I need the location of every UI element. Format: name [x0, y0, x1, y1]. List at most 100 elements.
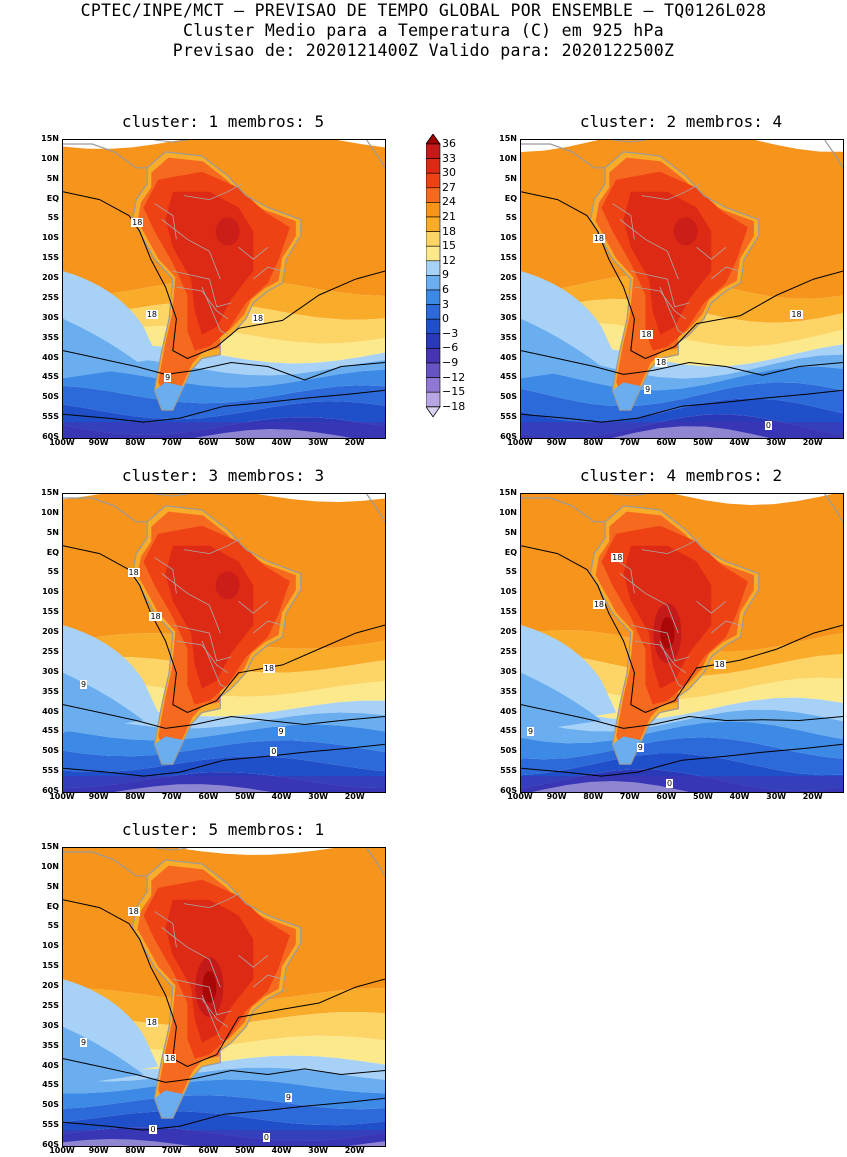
lat-tick-label: EQ [46, 547, 59, 557]
contour-label: 9 [644, 385, 652, 395]
lon-tick-label: 30W [766, 438, 787, 447]
lon-tick-label: 40W [729, 438, 750, 447]
lon-tick-label: 90W [546, 792, 567, 801]
lat-tick-label: 10N [41, 861, 59, 871]
colorbar-segment [425, 391, 441, 408]
colorbar-segment [425, 275, 441, 291]
temperature-map-panel-3: 18 18 18 9 9 0 [62, 493, 386, 793]
lat-tick-label: 15N [499, 134, 517, 143]
lon-tick-label: 30W [308, 438, 329, 447]
lon-tick-label: 80W [125, 438, 146, 447]
contour-label: 9 [277, 727, 285, 737]
temperature-map-panel-5: 18 18 18 9 9 0 0 [62, 847, 386, 1147]
lon-tick-label: 80W [125, 1146, 146, 1155]
lat-tick-label: 50S [500, 392, 517, 402]
lat-tick-label: 25S [42, 1000, 59, 1010]
lon-tick-label: 60W [198, 792, 219, 801]
colorbar-tick-label: 6 [442, 283, 449, 296]
lon-tick-label: 30W [308, 1146, 329, 1155]
colorbar-tick-label: 27 [442, 180, 456, 194]
contour-label: 0 [262, 1133, 270, 1143]
lat-tick-label: 5N [46, 173, 59, 183]
colorbar-tick-label: 12 [442, 253, 456, 267]
lat-tick-label: 5S [47, 921, 59, 931]
lon-tick-label: 90W [546, 438, 567, 447]
contour-label: 18 [592, 234, 606, 244]
lat-tick-label: 30S [500, 666, 517, 676]
lon-tick-label: 40W [271, 1146, 292, 1155]
contour-label: 18 [149, 612, 162, 622]
colorbar-segment [425, 231, 441, 247]
colorbar-segment [425, 318, 441, 335]
lat-tick-label: 5S [47, 213, 59, 223]
colorbar-tick-label: 24 [442, 195, 456, 209]
lat-tick-label: 15S [42, 253, 59, 263]
temperature-map-panel-1: 18 18 18 9 [62, 139, 386, 439]
contour-label: 18 [164, 1053, 177, 1063]
lon-tick-label: 20W [802, 438, 823, 447]
panel-title-1: cluster: 1 membros: 5 [121, 112, 325, 131]
lon-tick-label: 90W [88, 792, 109, 801]
lon-tick-label: 50W [234, 1146, 255, 1155]
lat-tick-label: 30S [500, 312, 517, 322]
lat-tick-label: 35S [500, 686, 517, 696]
temperature-colorbar: 36 33 30 27 24 21 18 15 12 9 6 3 0 −3 −6 −9 −12 −15 −18 [425, 133, 476, 423]
lon-tick-label: 90W [88, 438, 109, 447]
lat-tick-label: 20S [500, 627, 517, 637]
contour-label: 18 [127, 906, 140, 916]
lat-tick-label: 60S [500, 432, 517, 441]
lat-tick-label: 5N [504, 527, 517, 537]
contour-label: 9 [284, 1093, 292, 1103]
contour-label: 0 [270, 747, 278, 757]
lat-tick-label: 30S [42, 1020, 59, 1030]
colorbar-tick-label: 3 [442, 297, 449, 311]
lat-tick-label: 20S [500, 273, 517, 283]
lat-tick-label: 5S [47, 567, 59, 577]
lon-tick-label: 20W [344, 1146, 365, 1155]
lat-tick-label: 60S [42, 432, 59, 441]
lon-tick-label: 100W [49, 1146, 75, 1155]
lon-tick-label: 40W [271, 438, 292, 447]
lat-tick-label: 55S [42, 412, 59, 422]
lat-tick-label: 10N [499, 507, 517, 517]
lat-tick-label: 10S [42, 587, 59, 597]
contour-label: 9 [526, 727, 535, 737]
contour-label: 0 [666, 779, 674, 789]
contour-label: 9 [636, 743, 644, 753]
lon-tick-label: 60W [198, 1146, 219, 1155]
lat-tick-label: 15N [41, 842, 59, 851]
lat-tick-label: 45S [500, 372, 517, 382]
lat-tick-label: 35S [42, 686, 59, 696]
lat-tick-label: 55S [42, 1120, 59, 1130]
lat-tick-label: 5N [46, 527, 59, 537]
contour-label: 18 [145, 1017, 158, 1027]
lat-tick-label: 5S [505, 567, 517, 577]
lon-tick-label: 80W [583, 792, 604, 801]
lon-tick-label: 70W [161, 1146, 182, 1155]
lat-tick-label: EQ [504, 547, 517, 557]
contour-label: 18 [592, 600, 606, 610]
lat-tick-label: 20S [42, 627, 59, 637]
lat-tick-label: 35S [42, 332, 59, 342]
lat-tick-label: 25S [42, 646, 59, 656]
temperature-map-panel-2: 18 18 18 18 9 0 [520, 139, 844, 439]
lat-tick-label: 10S [500, 233, 517, 243]
lon-tick-label: 50W [692, 438, 713, 447]
panel-title-2: cluster: 2 membros: 4 [579, 112, 783, 131]
lat-tick-label: 60S [42, 786, 59, 795]
lat-tick-label: 25S [42, 292, 59, 302]
contour-label: 18 [131, 218, 144, 228]
lat-tick-label: 60S [42, 1140, 59, 1149]
lon-tick-label: 60W [198, 438, 219, 447]
lat-tick-label: EQ [504, 193, 517, 203]
contour-label: 9 [79, 1037, 88, 1047]
lon-tick-label: 100W [507, 792, 533, 801]
lat-tick-label: 45S [42, 726, 59, 736]
lon-tick-label: 20W [344, 438, 365, 447]
lat-tick-label: 45S [500, 726, 517, 736]
colorbar-tick-label: 21 [442, 210, 456, 223]
panel-title-4: cluster: 4 membros: 2 [579, 466, 783, 485]
lat-tick-label: 10S [500, 587, 517, 597]
colorbar-tick-label: −12 [442, 370, 466, 384]
colorbar-graphic [425, 133, 441, 418]
